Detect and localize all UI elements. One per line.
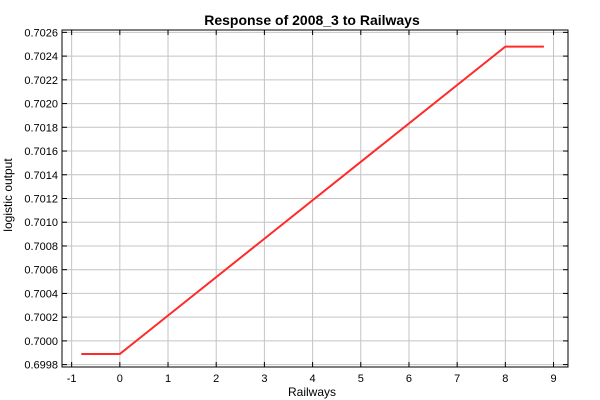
x-axis-label: Railways	[288, 385, 336, 399]
series-line	[81, 45, 544, 355]
y-tick-label: 0.7016	[24, 146, 58, 158]
y-tick-label: 0.7010	[24, 217, 58, 229]
x-tick-label: 0	[117, 373, 123, 385]
x-tick-label: -1	[67, 373, 77, 385]
y-tick-label: 0.6998	[24, 360, 58, 372]
y-axis-label: logistic output	[1, 158, 15, 232]
x-tick-label: 2	[213, 373, 219, 385]
y-tick-label: 0.7014	[24, 170, 58, 182]
ticks: -1 0 1 2 3 4 5 6 7 8 9 0.6998 0.7000 0.7002 0.7004 0.70…	[24, 27, 568, 385]
x-tick-label: 9	[550, 373, 556, 385]
x-tick-label: 5	[358, 373, 364, 385]
series-layer	[81, 45, 544, 355]
x-tick-label: 6	[406, 373, 412, 385]
x-tick-label: 1	[165, 373, 171, 385]
x-tick-label: 4	[310, 373, 316, 385]
y-tick-label: 0.7004	[24, 288, 58, 300]
y-tick-label: 0.7002	[24, 312, 58, 324]
x-tick-label: 3	[261, 373, 267, 385]
y-tick-label: 0.7024	[24, 51, 58, 63]
x-tick-label: 7	[454, 373, 460, 385]
y-tick-label: 0.7018	[24, 122, 58, 134]
y-tick-label: 0.7006	[24, 265, 58, 277]
y-tick-label: 0.7008	[24, 241, 58, 253]
y-tick-label: 0.7026	[24, 27, 58, 39]
x-tick-label: 8	[502, 373, 508, 385]
y-tick-label: 0.7012	[24, 194, 58, 206]
chart-title: Response of 2008_3 to Railways	[204, 12, 420, 28]
y-tick-label: 0.7020	[24, 99, 58, 111]
y-tick-label: 0.7022	[24, 75, 58, 87]
grid	[62, 30, 568, 367]
y-tick-label: 0.7000	[24, 336, 58, 348]
